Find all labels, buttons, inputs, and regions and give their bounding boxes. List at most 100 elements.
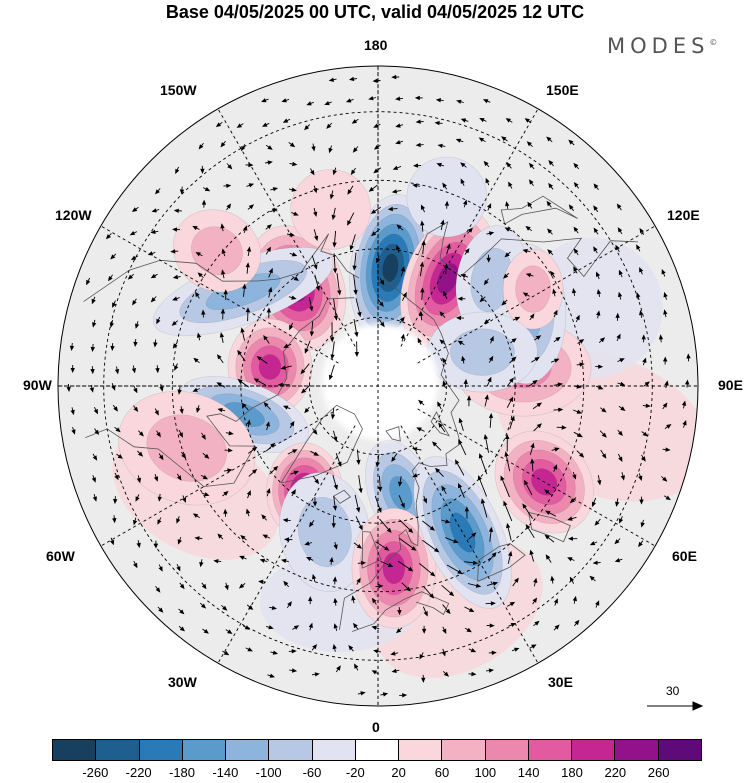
wind-vector-head (259, 558, 265, 563)
positive-anomaly (117, 390, 256, 506)
wind-vector (333, 298, 337, 318)
wind-vector-head (150, 229, 156, 234)
wind-vector-head (171, 321, 177, 326)
wind-vector (422, 539, 438, 552)
wind-vector-head (179, 189, 185, 195)
wind-vector-head (228, 431, 234, 436)
wind-vector-head (522, 248, 528, 254)
wind-vector-head (223, 289, 228, 295)
wind-vector-head (239, 555, 245, 560)
wind-vector-head (331, 214, 336, 221)
wind-vector-head (463, 378, 468, 385)
wind-vector-head (138, 451, 144, 457)
coastline (278, 233, 360, 280)
wind-vector-head (572, 595, 577, 602)
wind-vector-head (291, 668, 298, 673)
wind-vector-head (351, 119, 358, 124)
wind-vector-head (201, 309, 206, 315)
wind-vector-head (506, 162, 512, 168)
wind-vector-head (266, 488, 271, 494)
meridian-line (417, 408, 664, 551)
wind-vector-head (135, 496, 140, 502)
wind-vector-head (192, 513, 199, 518)
wind-vector-head (508, 550, 513, 557)
wind-vector-head (192, 387, 198, 392)
wind-vector-head (437, 143, 443, 148)
wind-vector-head (252, 446, 258, 452)
wind-vector-head (132, 520, 138, 526)
wind-vector-head (292, 161, 298, 167)
wind-vector-head (455, 459, 460, 465)
wind-vector-head (511, 338, 517, 343)
wind-vector-head (309, 306, 314, 312)
wind-vector-head (375, 462, 380, 468)
wind-vector-head (615, 312, 620, 318)
wind-vector-head (483, 160, 489, 167)
wind-vector-head (445, 608, 451, 615)
wind-vector-head (172, 274, 179, 280)
wind-vector-head (421, 677, 426, 683)
wind-vector (353, 274, 357, 293)
wind-vector-head (639, 227, 644, 234)
wind-vector (378, 475, 381, 490)
colorbar-swatch (312, 740, 356, 760)
wind-vector-head (328, 147, 333, 154)
wind-vector-head (155, 587, 161, 593)
wind-vector-head (666, 424, 672, 429)
wind-vector-head (238, 583, 245, 589)
wind-vector-head (109, 322, 114, 328)
wind-vector-head (66, 386, 71, 392)
wind-vector-head (178, 432, 183, 438)
wind-vector-head (442, 357, 447, 363)
wind-vector-head (172, 227, 178, 232)
wind-vector-head (258, 579, 264, 584)
wind-vector-head (458, 482, 463, 489)
wind-vector-head (572, 474, 577, 480)
wind-vector-head (456, 99, 462, 104)
wind-vector-head (598, 364, 604, 369)
wind-vector (458, 485, 465, 498)
wind-vector-head (423, 611, 428, 617)
wind-vector-head (558, 407, 564, 412)
wind-vector-head (536, 423, 542, 429)
lon-label-150w: 150W (160, 82, 197, 98)
wind-vector-head (330, 414, 336, 420)
wind-vector-head (395, 244, 400, 251)
wind-vector-head (360, 691, 366, 696)
wind-vector-head (133, 341, 138, 347)
lon-label-60w: 60W (46, 548, 75, 564)
colorbar-tick-labels: -260 -220 -180 -140 -100 -60 -20 20 60 100 140 180 2… (52, 765, 702, 781)
wind-vector-head (337, 461, 342, 467)
wind-vector-head (567, 557, 573, 562)
wind-vector-head (373, 649, 379, 654)
wind-vector-head (271, 605, 277, 610)
wind-vector-head (555, 336, 561, 342)
meridian-line (213, 100, 356, 347)
wind-vector-head (198, 144, 204, 150)
wind-vector-head (131, 368, 137, 374)
wind-vector (489, 529, 492, 542)
wind-vector-head (332, 169, 337, 176)
colorbar-tick-label: 20 (391, 765, 406, 780)
wind-vector-head (471, 532, 477, 538)
wind-vector-head (561, 425, 567, 430)
reference-vector-label: 30 (666, 684, 680, 698)
wind-vector-head (421, 628, 427, 634)
wind-vector-head (70, 409, 75, 416)
wind-vector-head (70, 368, 75, 373)
wind-vector-head (356, 544, 363, 549)
wind-vector-head (392, 165, 399, 170)
wind-vector-head (387, 562, 394, 567)
wind-vector-head (358, 488, 363, 494)
colorbar-tick-label: -100 (255, 765, 282, 780)
wind-vector-head (644, 381, 650, 387)
wind-vector-head (217, 408, 223, 413)
wind-vector-head (248, 162, 254, 168)
wind-vector-head (589, 575, 595, 581)
wind-vector-head (372, 78, 378, 83)
wind-vector-head (378, 486, 383, 492)
wind-vector-head (71, 429, 76, 435)
wind-vector-head (108, 276, 113, 282)
anomaly-contour (258, 354, 282, 380)
wind-vector-head (131, 207, 138, 212)
